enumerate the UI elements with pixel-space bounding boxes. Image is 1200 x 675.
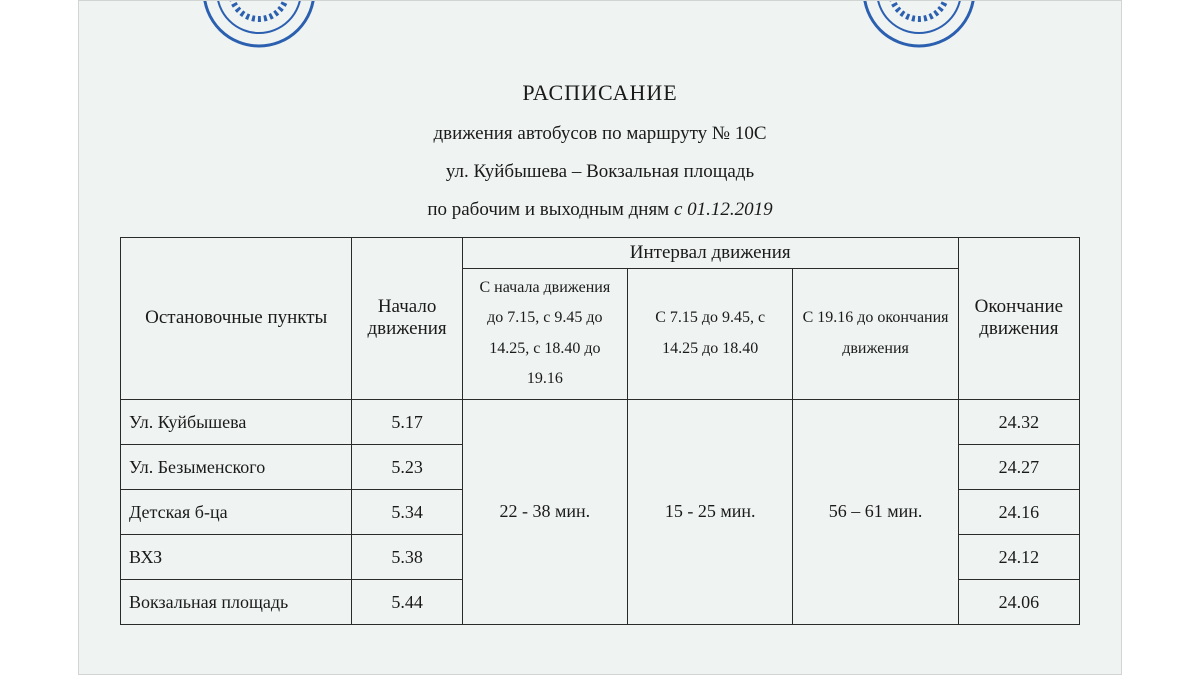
interval-cell [628, 444, 793, 489]
document-paper: РАСПИСАНИЕ движения автобусов по маршрут… [78, 0, 1122, 675]
interval-cell [793, 444, 958, 489]
days-prefix: по рабочим и выходным дням [427, 199, 674, 220]
interval-value: 56 – 61 мин. [793, 489, 958, 534]
start-time: 5.23 [352, 444, 462, 489]
interval-value: 15 - 25 мин. [628, 489, 793, 534]
end-time: 24.16 [958, 489, 1079, 534]
title: РАСПИСАНИЕ [79, 71, 1121, 115]
route-line: движения автобусов по маршруту № 10С [79, 115, 1121, 153]
table-row: Детская б-ца 5.34 22 - 38 мин. 15 - 25 м… [121, 489, 1080, 534]
col-header-interval-1: С 7.15 до 9.45, с 14.25 до 18.40 [628, 269, 793, 400]
schedule-header: РАСПИСАНИЕ движения автобусов по маршрут… [79, 71, 1121, 229]
start-time: 5.38 [352, 534, 462, 579]
start-time: 5.34 [352, 489, 462, 534]
effective-date: с 01.12.2019 [674, 199, 773, 220]
table-row: Ул. Безыменского 5.23 24.27 [121, 444, 1080, 489]
interval-cell [462, 579, 627, 624]
stop-name: Ул. Безыменского [121, 444, 352, 489]
end-time: 24.06 [958, 579, 1079, 624]
stop-name: ВХЗ [121, 534, 352, 579]
interval-cell [793, 399, 958, 444]
start-time: 5.17 [352, 399, 462, 444]
col-header-stops: Остановочные пункты [121, 238, 352, 400]
interval-cell [793, 579, 958, 624]
table-header-row-1: Остановочные пункты Начало движения Инте… [121, 238, 1080, 269]
days-line: по рабочим и выходным дням с 01.12.2019 [79, 191, 1121, 229]
stop-name: Детская б-ца [121, 489, 352, 534]
interval-cell [462, 399, 627, 444]
interval-cell [628, 399, 793, 444]
interval-cell [462, 444, 627, 489]
stop-name: Ул. Куйбышева [121, 399, 352, 444]
end-time: 24.32 [958, 399, 1079, 444]
table-row: Вокзальная площадь 5.44 24.06 [121, 579, 1080, 624]
interval-value: 22 - 38 мин. [462, 489, 627, 534]
interval-cell [462, 534, 627, 579]
interval-cell [628, 579, 793, 624]
col-header-start: Начало движения [352, 238, 462, 400]
stop-name: Вокзальная площадь [121, 579, 352, 624]
start-time: 5.44 [352, 579, 462, 624]
interval-cell [793, 534, 958, 579]
interval-cell [628, 534, 793, 579]
end-time: 24.12 [958, 534, 1079, 579]
col-header-interval-2: С 19.16 до окончания движения [793, 269, 958, 400]
col-header-interval-0: С начала движения до 7.15, с 9.45 до 14.… [462, 269, 627, 400]
table-row: Ул. Куйбышева 5.17 24.32 [121, 399, 1080, 444]
end-time: 24.27 [958, 444, 1079, 489]
col-header-end: Окончание движения [958, 238, 1079, 400]
street-line: ул. Куйбышева – Вокзальная площадь [79, 153, 1121, 191]
stamp-left [199, 1, 319, 51]
col-header-interval: Интервал движения [462, 238, 958, 269]
schedule-table: Остановочные пункты Начало движения Инте… [120, 237, 1080, 625]
table-row: ВХЗ 5.38 24.12 [121, 534, 1080, 579]
stamp-right [859, 1, 979, 51]
